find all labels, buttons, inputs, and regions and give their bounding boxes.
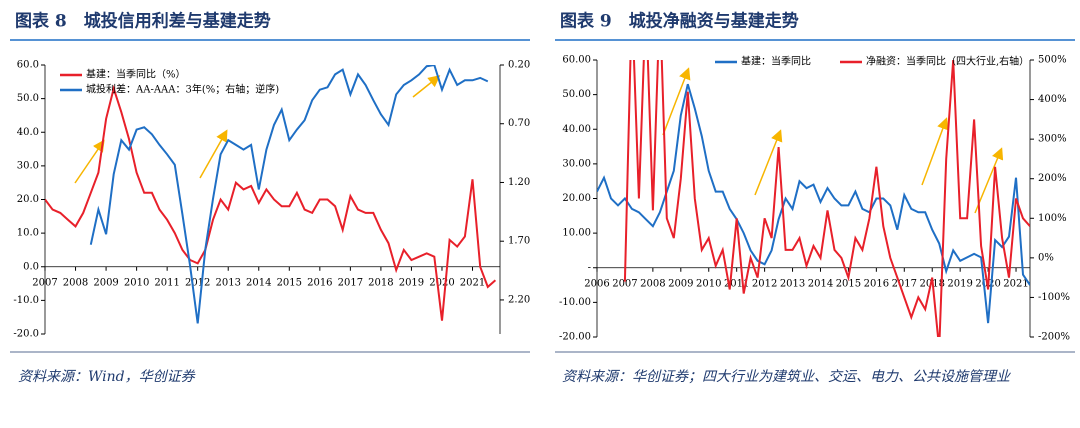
x-tick-label: 2008 [640,278,665,289]
y-tick-label: 20.00 [562,193,591,204]
legend-label: 基建：当季同比（%） [86,68,186,81]
x-tick-label: 2015 [836,278,861,289]
x-tick-label: 2013 [780,278,805,289]
source-note: 资料来源：华创证券；四大行业为建筑业、交运、电力、公共设施管理业 [562,369,1010,385]
series-line [597,83,1030,324]
y2-tick-label: 300% [1038,134,1067,145]
x-tick-label: 2021 [460,277,485,288]
y-tick-label: 20.0 [17,194,39,205]
x-tick-label: 2019 [399,277,424,288]
x-tick-label: 2014 [246,277,271,288]
chart-title: 图表 9 城投净融资与基建走势 [560,11,799,32]
series-line [89,65,489,324]
x-tick-label: 2020 [429,277,454,288]
x-tick-label: 2015 [277,277,302,288]
x-tick-label: 2014 [808,278,833,289]
x-tick-label: 2012 [185,277,210,288]
y2-tick-label: -100% [1038,292,1070,303]
y-tick-label: -10.00 [559,297,591,308]
x-tick-label: 2010 [696,278,721,289]
legend-label: 净融资：当季同比（四大行业,右轴） [866,55,1029,68]
x-tick-label: 2011 [724,278,749,289]
x-tick-label: 2018 [368,277,393,288]
x-tick-label: 2017 [338,277,363,288]
x-tick-label: 2021 [1003,278,1028,289]
y-tick-label: -20.00 [559,332,591,343]
y2-tick-label: 1.20 [508,177,530,188]
y-tick-label: 40.00 [562,124,591,135]
y2-tick-label: 2.20 [508,294,530,305]
x-tick-label: 2019 [947,278,972,289]
y-tick-label: 50.0 [17,93,39,104]
legend-label: 城投利差：AA-AAA：3年(%；右轴；逆序) [86,83,279,96]
y2-tick-label: 0.70 [508,118,530,129]
x-tick-label: 2017 [892,278,917,289]
y2-tick-label: 0% [1038,252,1054,263]
y-tick-label: 40.0 [17,127,39,138]
x-tick-label: 2012 [752,278,777,289]
x-tick-label: 2016 [307,277,332,288]
y-tick-label: -20.0 [13,329,39,340]
y2-tick-label: 200% [1038,173,1067,184]
y-tick-label: 10.0 [17,228,39,239]
source-note: 资料来源：Wind，华创证券 [18,369,195,385]
y2-tick-label: 1.70 [508,236,530,247]
y-tick-label: 30.0 [17,160,39,171]
x-tick-label: 2009 [93,277,118,288]
y-tick-label: -10.0 [13,295,39,306]
y-tick-label: 10.00 [562,228,591,239]
y2-tick-label: -200% [1038,332,1070,343]
x-tick-label: 2008 [63,277,88,288]
series-line [623,60,1030,337]
y-tick-label: 60.00 [562,55,591,66]
y-tick-label: - [588,262,591,273]
y-tick-label: 50.00 [562,89,591,100]
y2-tick-label: 500% [1038,55,1067,66]
x-tick-label: 2010 [124,277,149,288]
x-tick-label: 2013 [215,277,240,288]
y-tick-label: 60.0 [17,60,39,71]
y2-tick-label: 400% [1038,94,1067,105]
y-tick-label: 30.00 [562,158,591,169]
y2-tick-label: 100% [1038,213,1067,224]
y-tick-label: 0.0 [23,261,39,272]
x-tick-label: 2016 [864,278,889,289]
chart-title: 图表 8 城投信用利差与基建走势 [15,11,271,32]
x-tick-label: 2007 [32,277,57,288]
y2-tick-label: 0.20 [508,60,530,71]
legend-label: 基建：当季同比 [741,55,811,68]
series-line [45,84,497,321]
x-tick-label: 2007 [612,278,637,289]
x-tick-label: 2006 [584,278,609,289]
x-tick-label: 2011 [154,277,179,288]
x-tick-label: 2009 [668,278,693,289]
